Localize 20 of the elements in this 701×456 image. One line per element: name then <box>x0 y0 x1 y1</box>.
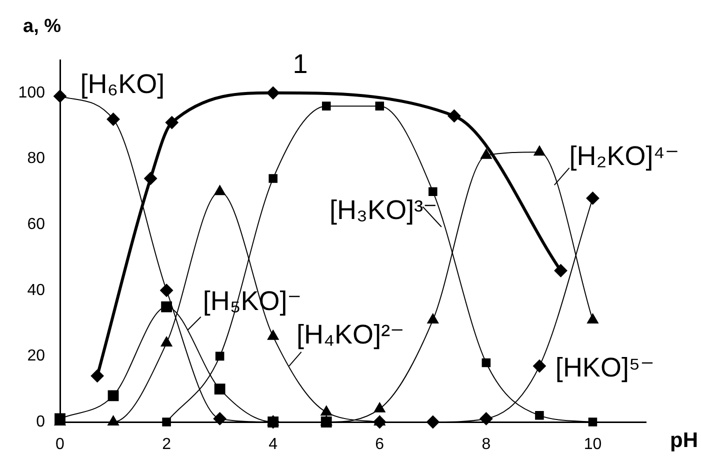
series-label: [HKO]⁵⁻ <box>555 352 654 382</box>
x-tick-label: 6 <box>375 436 384 454</box>
y-tick-label: 100 <box>18 84 46 102</box>
x-tick-label: 4 <box>268 436 278 454</box>
y-axis-title: a, % <box>23 16 62 37</box>
y-tick-label: 60 <box>27 216 46 233</box>
series-label: 1 <box>292 49 308 80</box>
y-tick-label: 0 <box>36 413 46 430</box>
series-label: [H₆KO] <box>80 69 165 100</box>
x-tick-label: 10 <box>584 436 602 454</box>
y-tick-label: 20 <box>27 348 46 365</box>
x-tick-label: 0 <box>56 436 65 454</box>
x-tick-label: 2 <box>162 436 172 454</box>
y-tick-label: 40 <box>27 282 46 299</box>
x-tick-label: 8 <box>482 436 491 454</box>
series-label: [H₃KO]³⁻ <box>330 194 438 225</box>
series-label: [H₂KO]⁴⁻ <box>569 140 680 171</box>
y-tick-label: 80 <box>27 150 46 168</box>
series-label: [H₄KO]²⁻ <box>296 320 404 350</box>
x-axis-title: pH <box>670 429 698 452</box>
